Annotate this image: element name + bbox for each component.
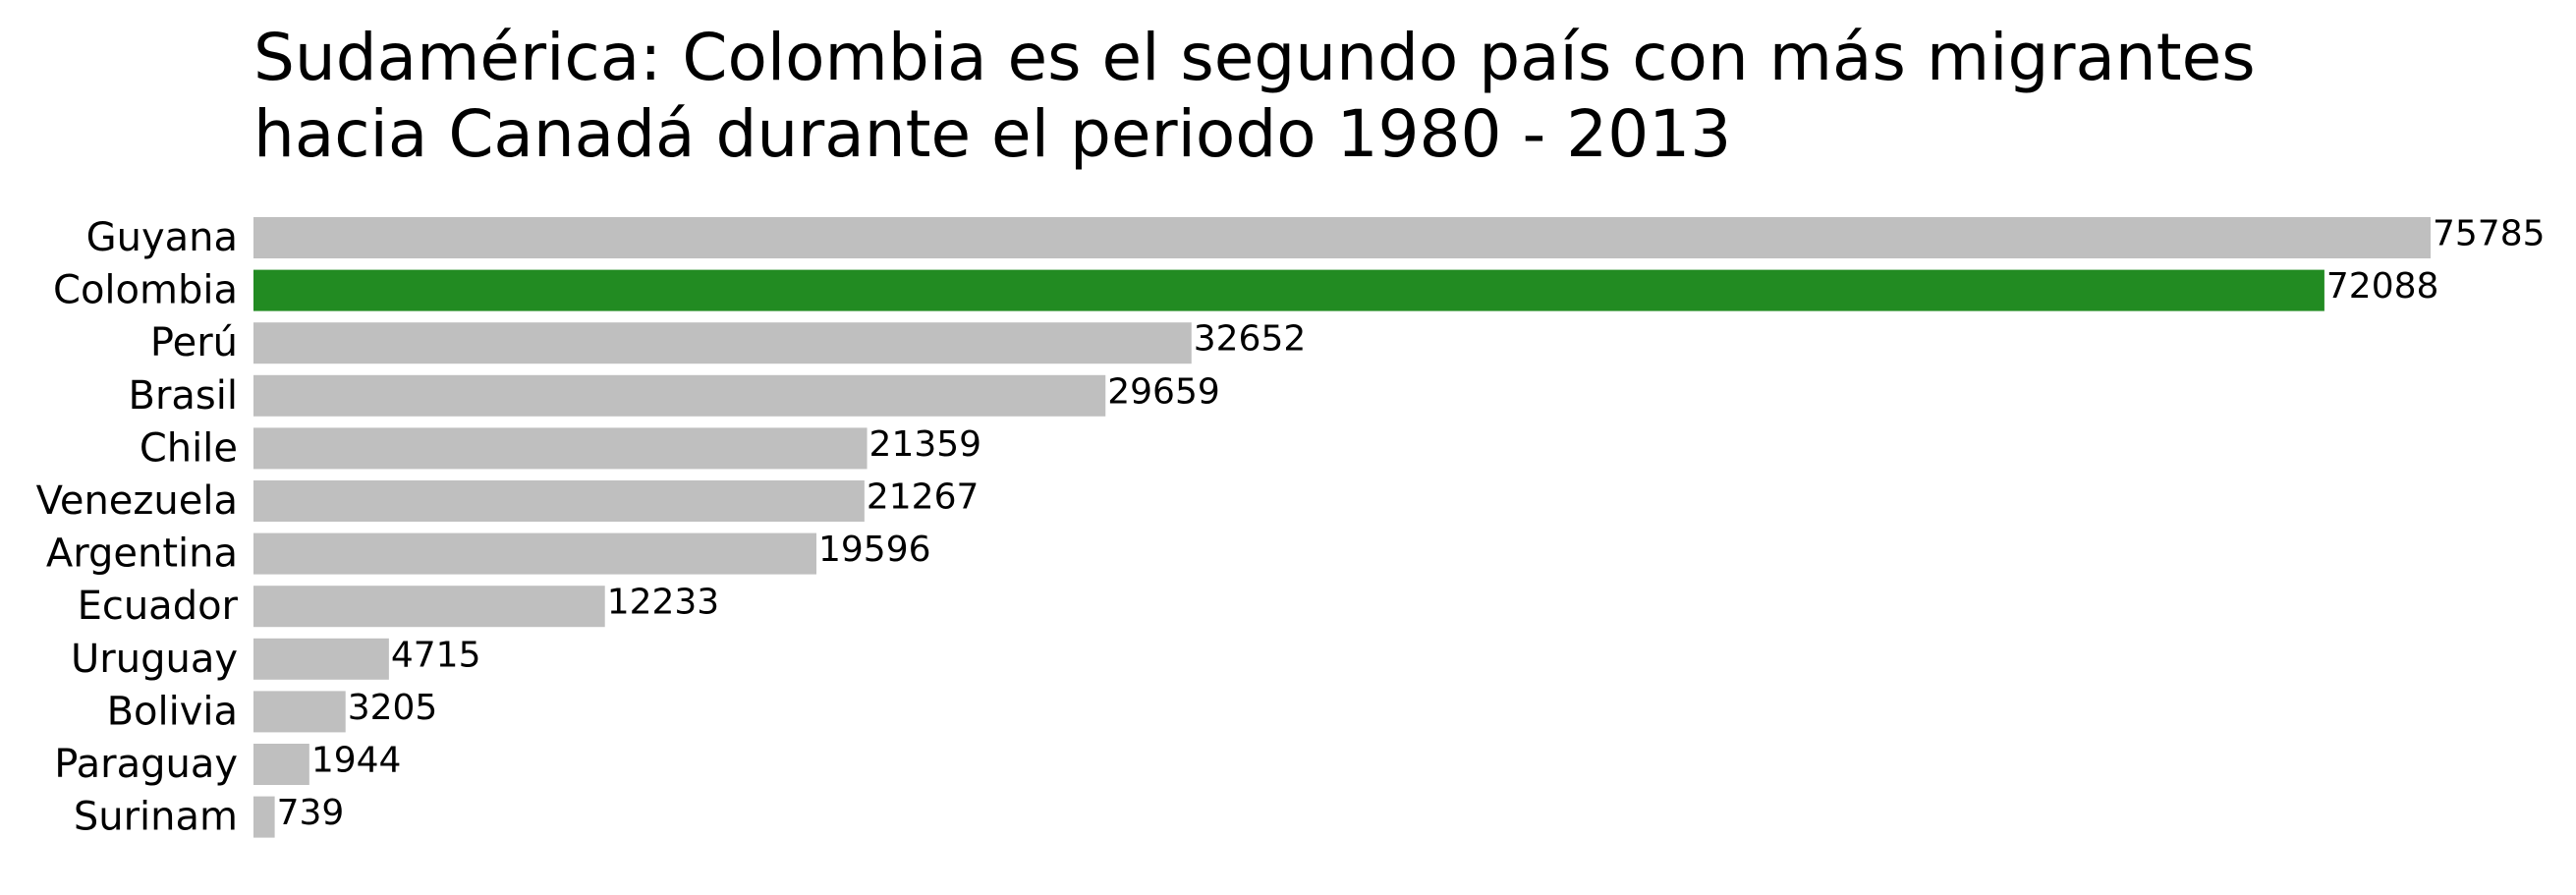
bar-argentina (253, 532, 816, 575)
value-label-surinam: 739 (277, 793, 345, 833)
bars-layer (253, 217, 2431, 838)
bar-surinam (253, 796, 275, 838)
value-label-paraguay: 1944 (311, 741, 402, 781)
category-label-bolivia: Bolivia (107, 689, 238, 734)
bar-guyana (253, 217, 2431, 258)
chart-title: Sudamérica: Colombia es el segundo país … (253, 20, 2256, 172)
value-label-brasil: 29659 (1107, 371, 1220, 412)
category-label-peru: Perú (150, 320, 238, 365)
value-label-peru: 32652 (1194, 319, 1307, 360)
bar-paraguay (253, 744, 309, 785)
category-label-surinam: Surinam (74, 795, 238, 840)
category-label-uruguay: Uruguay (71, 637, 238, 682)
value-labels: 75785 72088 32652 29659 21359 21267 19596 12233… (277, 214, 2546, 834)
value-label-venezuela: 21267 (867, 477, 980, 518)
value-label-bolivia: 3205 (348, 688, 438, 728)
value-label-guyana: 75785 (2433, 214, 2546, 254)
value-label-uruguay: 4715 (391, 635, 481, 675)
value-label-argentina: 19596 (818, 530, 931, 570)
bar-venezuela (253, 480, 865, 522)
category-labels: Guyana Colombia Perú Brasil Chile Venezuela Ar… (36, 215, 239, 840)
category-label-argentina: Argentina (46, 531, 238, 577)
bar-chile (253, 427, 868, 470)
value-label-ecuador: 12233 (607, 583, 720, 623)
category-label-brasil: Brasil (129, 373, 238, 419)
value-label-colombia: 72088 (2326, 266, 2439, 307)
category-label-colombia: Colombia (53, 268, 238, 313)
category-label-venezuela: Venezuela (36, 478, 238, 524)
bar-peru (253, 322, 1192, 364)
value-label-chile: 21359 (869, 424, 982, 465)
category-label-chile: Chile (140, 425, 238, 471)
bar-uruguay (253, 638, 389, 680)
bar-colombia (253, 269, 2324, 311)
category-label-ecuador: Ecuador (78, 584, 239, 629)
bar-brasil (253, 374, 1106, 417)
bar-ecuador (253, 586, 605, 628)
bar-bolivia (253, 691, 346, 733)
category-label-guyana: Guyana (86, 215, 238, 260)
category-label-paraguay: Paraguay (54, 742, 238, 787)
